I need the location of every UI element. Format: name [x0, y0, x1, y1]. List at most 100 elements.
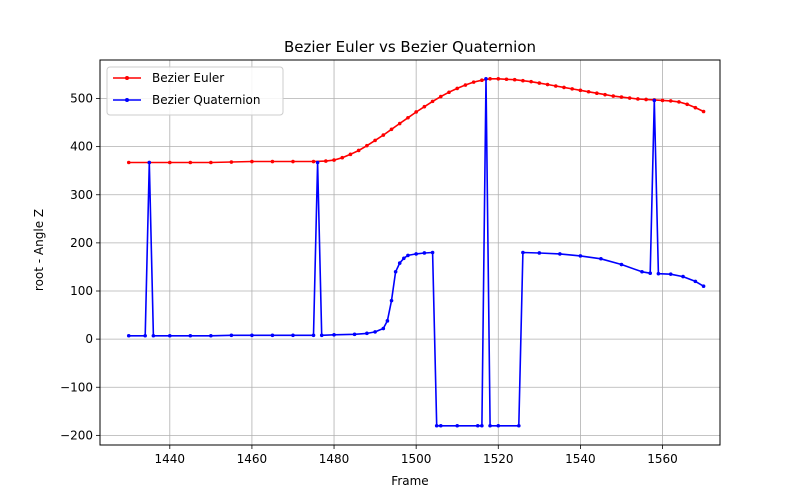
data-point-bezier-quaternion [352, 332, 357, 337]
data-point-bezier-quaternion [147, 160, 152, 165]
data-point-bezier-euler [521, 78, 525, 83]
data-point-bezier-quaternion [430, 250, 435, 255]
data-point-bezier-euler [406, 115, 410, 120]
data-point-bezier-euler [586, 89, 591, 94]
data-point-bezier-quaternion [311, 333, 316, 338]
data-point-bezier-euler [660, 98, 665, 103]
x-tick-label: 1520 [483, 452, 514, 466]
data-point-bezier-quaternion [332, 332, 336, 337]
data-point-bezier-euler [578, 88, 583, 93]
data-point-bezier-euler [677, 100, 681, 104]
chart-title: Bezier Euler vs Bezier Quaternion [284, 38, 536, 56]
data-point-bezier-euler [332, 158, 336, 162]
data-point-bezier-euler [603, 92, 607, 97]
legend: Bezier Euler Bezier Quaternion [106, 66, 284, 116]
y-tick-label: 0 [85, 332, 93, 346]
data-point-bezier-euler [455, 86, 460, 91]
data-point-bezier-euler [488, 76, 492, 81]
data-point-bezier-quaternion [521, 250, 525, 255]
data-point-bezier-euler [340, 155, 345, 160]
y-tick-label: 100 [70, 284, 93, 298]
data-point-bezier-quaternion [652, 98, 657, 103]
data-point-bezier-quaternion [488, 423, 492, 428]
data-point-bezier-quaternion [365, 331, 369, 336]
data-point-bezier-euler [562, 85, 566, 90]
data-point-bezier-euler [529, 79, 533, 84]
data-point-bezier-euler [381, 133, 386, 137]
y-tick-label: 500 [70, 92, 93, 106]
data-point-bezier-euler [422, 104, 427, 109]
x-tick-label: 1440 [155, 452, 186, 466]
series-bezier-quaternion [126, 76, 706, 428]
data-point-bezier-quaternion [640, 269, 644, 274]
data-point-bezier-euler [685, 102, 689, 107]
data-point-bezier-quaternion [681, 274, 685, 279]
legend-label-euler: Bezier Euler [152, 71, 224, 85]
data-point-bezier-quaternion [434, 423, 439, 428]
data-point-bezier-quaternion [291, 333, 295, 338]
data-point-bezier-euler [209, 160, 213, 165]
data-point-bezier-euler [471, 80, 476, 84]
data-point-bezier-quaternion [270, 333, 275, 338]
data-point-bezier-euler [356, 148, 361, 153]
y-tick-label: 400 [70, 140, 93, 154]
data-point-bezier-euler [389, 127, 394, 132]
data-point-bezier-quaternion [381, 326, 386, 331]
data-point-bezier-euler [570, 87, 574, 91]
data-point-bezier-quaternion [143, 333, 147, 338]
data-point-bezier-euler [627, 96, 632, 100]
y-axis-label: root - Angle Z [32, 209, 46, 291]
legend-box [106, 66, 284, 116]
data-point-bezier-quaternion [250, 333, 254, 338]
data-point-bezier-euler [595, 91, 599, 96]
data-point-bezier-quaternion [517, 423, 521, 428]
data-point-bezier-quaternion [126, 333, 131, 338]
data-point-bezier-euler [324, 159, 328, 163]
x-tick-label: 1540 [565, 452, 596, 466]
data-point-bezier-euler [480, 78, 484, 83]
y-tick-label: 200 [70, 236, 93, 250]
data-point-bezier-quaternion [389, 298, 394, 303]
data-point-bezier-euler [430, 99, 435, 104]
data-point-bezier-euler [693, 105, 698, 110]
data-point-bezier-quaternion [188, 333, 193, 338]
data-point-bezier-euler [348, 152, 353, 157]
x-tick-label: 1480 [319, 452, 350, 466]
data-point-bezier-quaternion [209, 333, 213, 338]
data-point-bezier-quaternion [558, 252, 562, 256]
data-point-bezier-quaternion [406, 253, 410, 258]
x-tick-label: 1560 [647, 452, 678, 466]
data-point-bezier-euler [188, 160, 193, 165]
data-point-bezier-quaternion [151, 333, 156, 338]
data-point-bezier-euler [512, 77, 517, 82]
y-axis-ticks: −200 −100 0 100 200 300 400 500 [60, 92, 100, 442]
data-point-bezier-euler [496, 76, 501, 81]
data-point-bezier-euler [291, 159, 295, 164]
x-tick-label: 1460 [237, 452, 268, 466]
data-point-bezier-quaternion [475, 423, 480, 428]
data-point-bezier-euler [644, 97, 648, 102]
data-point-bezier-quaternion [229, 333, 234, 338]
data-point-bezier-quaternion [422, 251, 427, 255]
legend-marker-quaternion [125, 98, 129, 102]
data-point-bezier-euler [537, 81, 542, 85]
data-point-bezier-quaternion [484, 76, 488, 81]
series-layer [126, 76, 706, 428]
x-axis-ticks: 1440 1460 1480 1500 1520 1540 1560 [155, 445, 678, 466]
grid [100, 60, 720, 445]
data-point-bezier-euler [463, 83, 468, 87]
data-point-bezier-euler [504, 77, 509, 82]
data-point-bezier-euler [619, 95, 624, 99]
data-point-bezier-euler [250, 159, 254, 164]
y-tick-label: −100 [60, 380, 93, 394]
x-axis-label: Frame [391, 474, 428, 488]
data-point-bezier-euler [701, 109, 706, 114]
data-point-bezier-euler [168, 160, 172, 165]
data-point-bezier-quaternion [668, 272, 673, 276]
data-point-bezier-quaternion [599, 256, 603, 261]
data-point-bezier-euler [373, 138, 377, 143]
data-point-bezier-quaternion [168, 333, 172, 338]
legend-label-quaternion: Bezier Quaternion [152, 93, 260, 107]
data-point-bezier-euler [414, 110, 418, 114]
data-point-bezier-euler [438, 94, 443, 99]
